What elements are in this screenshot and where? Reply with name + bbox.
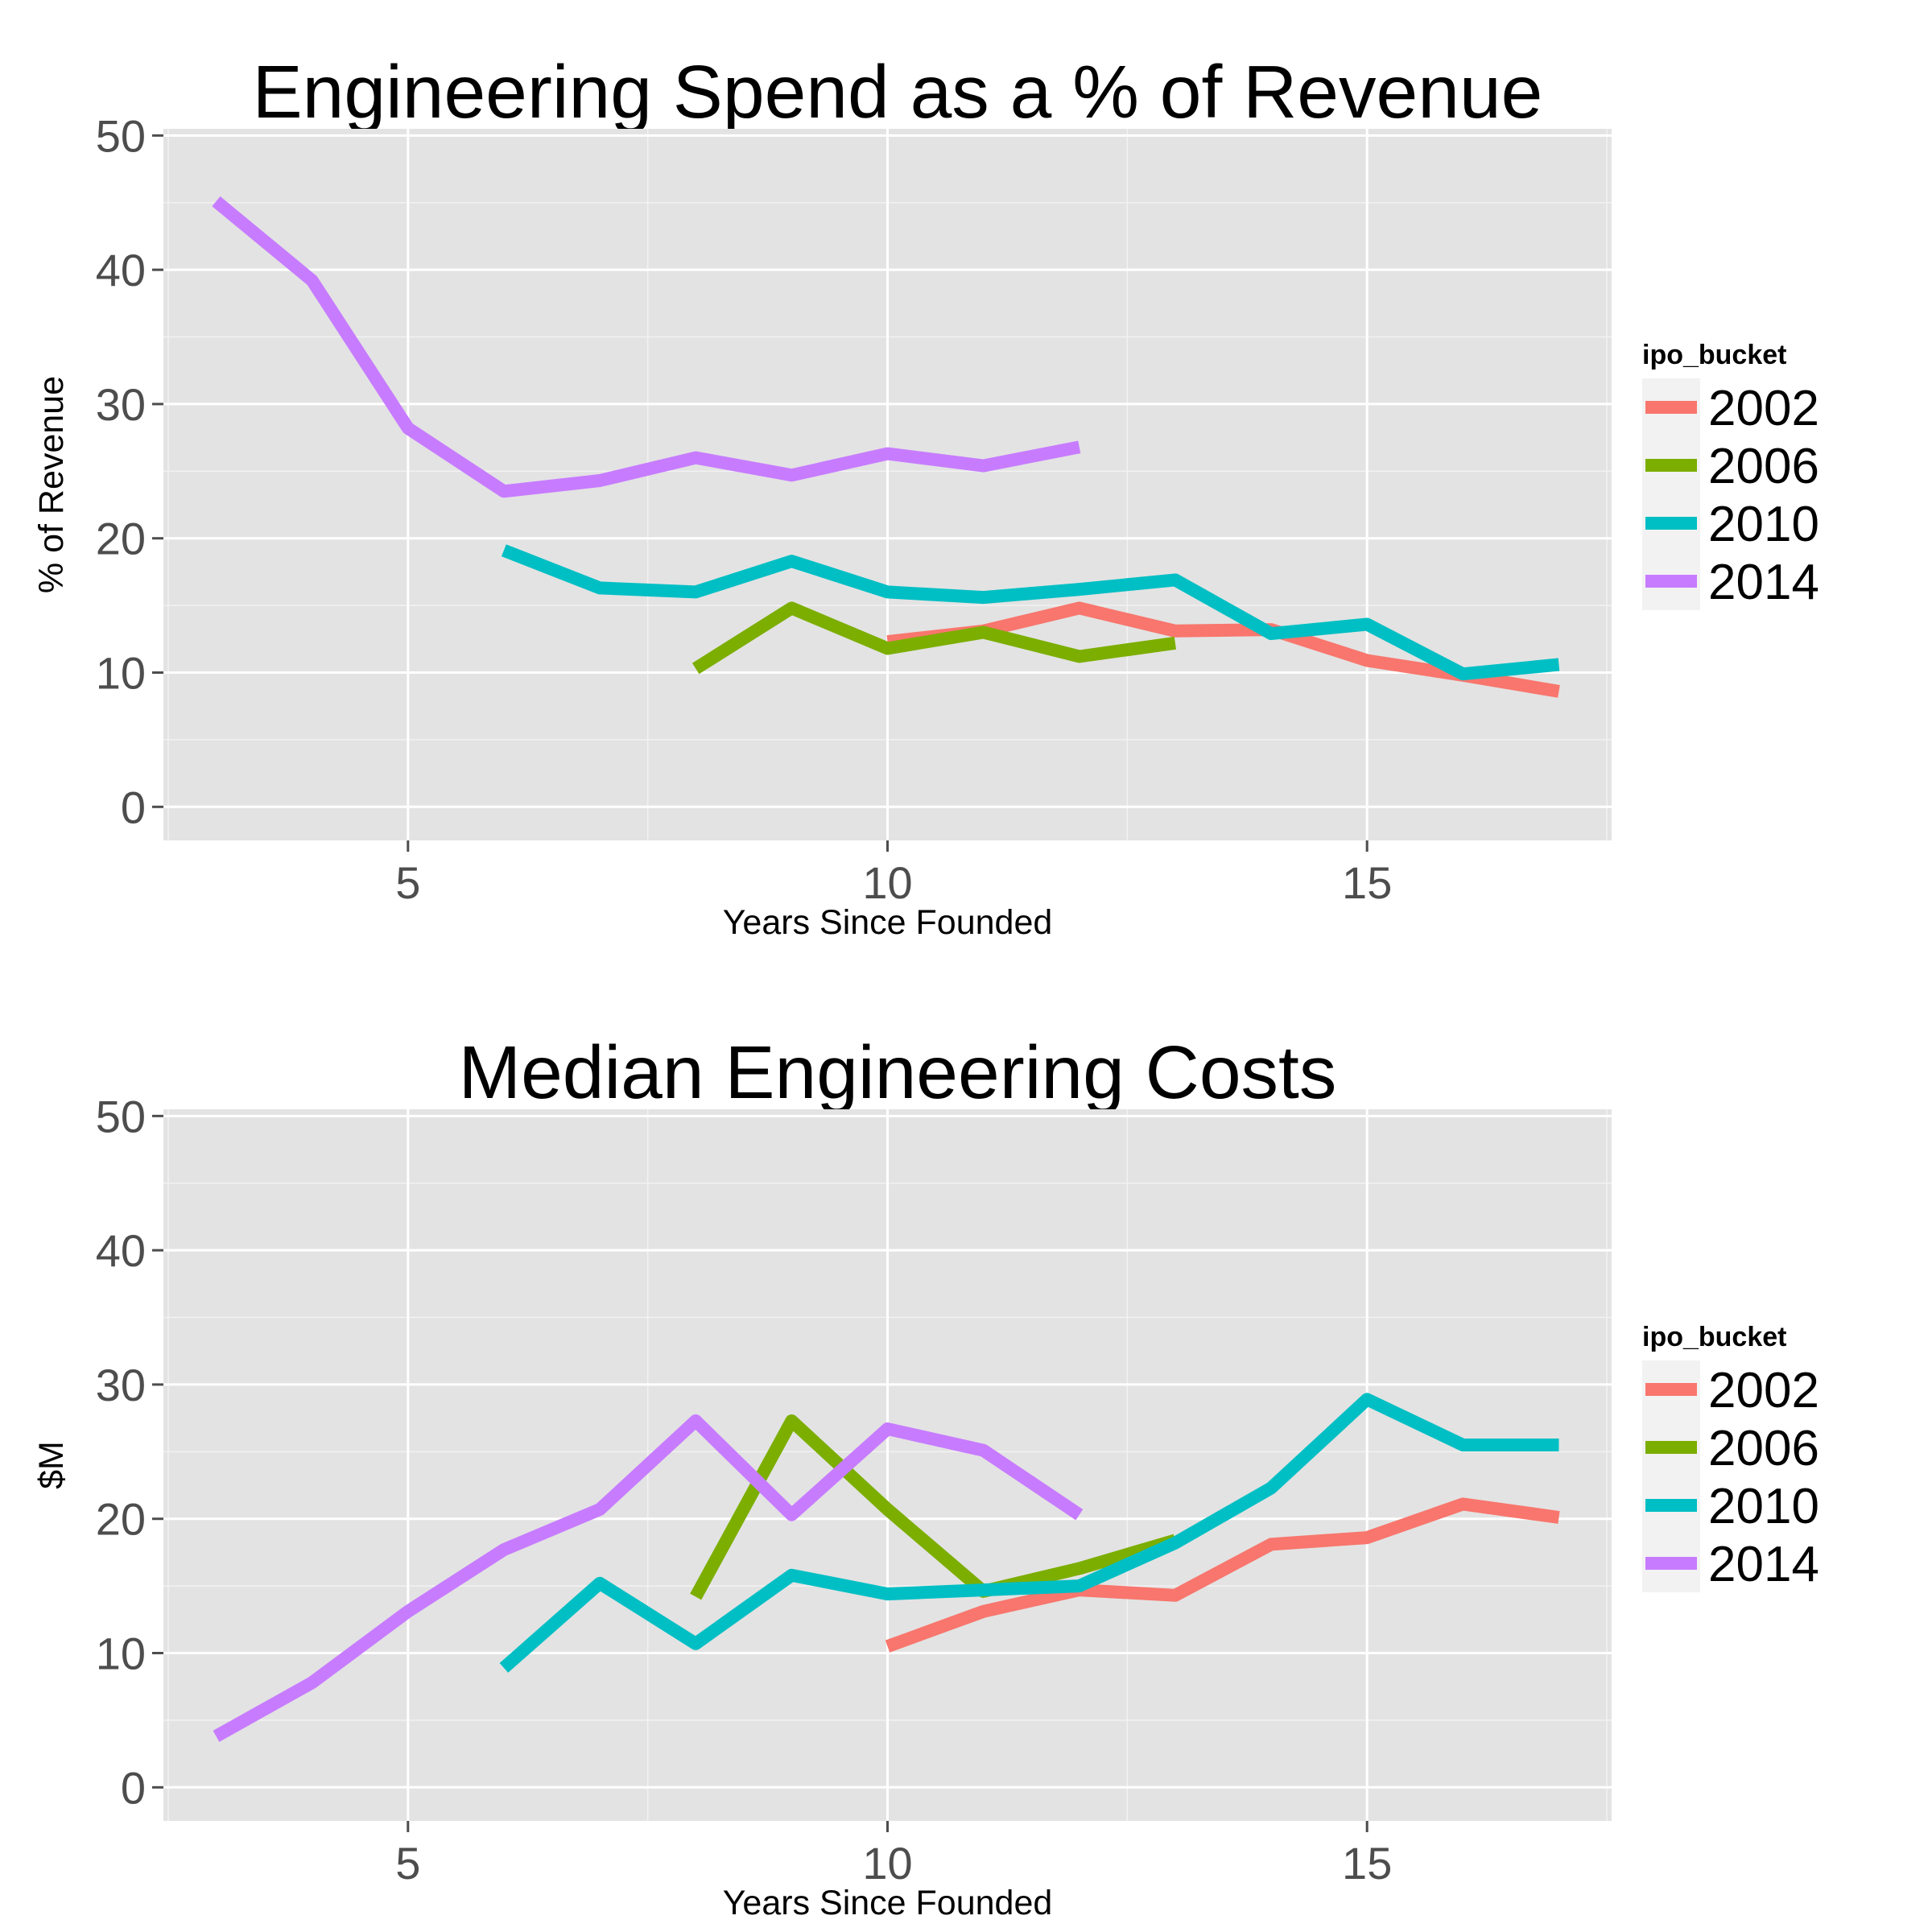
- y-tick-label: 40: [96, 1225, 146, 1276]
- chart-title: Engineering Spend as a % of Revenue: [253, 50, 1543, 134]
- series-line-2014: [212, 196, 1081, 498]
- x-tick-label: 15: [1342, 1838, 1392, 1889]
- y-tick-label: 20: [96, 1494, 146, 1545]
- legend-label-2010: 2010: [1708, 1479, 1819, 1534]
- y-tick-label: 40: [96, 245, 146, 295]
- legend-label-2002: 2002: [1708, 381, 1819, 436]
- legend-label-2014: 2014: [1708, 1537, 1819, 1592]
- y-tick-label: 30: [96, 379, 146, 430]
- x-tick-label: 5: [395, 1838, 420, 1889]
- series-line-2010: [501, 544, 1560, 681]
- y-tick-label: 50: [96, 110, 146, 161]
- legend-label-2014: 2014: [1708, 555, 1819, 610]
- x-tick-label: 10: [862, 1838, 912, 1889]
- legend-label-2010: 2010: [1708, 497, 1819, 552]
- chart-engineering-spend-pct: Engineering Spend as a % of Revenue 0 10 2…: [32, 50, 1819, 942]
- x-axis-title: Years Since Founded: [723, 903, 1053, 942]
- series-line-2002: [885, 1497, 1560, 1653]
- series-line-2014: [213, 1414, 1084, 1742]
- x-tick-label: 15: [1342, 857, 1392, 908]
- legend-label-2002: 2002: [1708, 1363, 1819, 1418]
- x-tick-label: 10: [862, 857, 912, 908]
- y-tick-label: 0: [121, 782, 146, 832]
- chart-title: Median Engineering Costs: [459, 1030, 1337, 1114]
- y-tick-label: 50: [96, 1091, 146, 1141]
- y-tick-label: 20: [96, 514, 146, 564]
- y-tick-label: 10: [96, 648, 146, 699]
- legend-label-2006: 2006: [1708, 439, 1819, 494]
- series-line-2006: [691, 601, 1177, 675]
- x-axis-title: Years Since Founded: [723, 1884, 1053, 1922]
- y-axis-title: % of Revenue: [32, 376, 71, 593]
- legend-title: ipo_bucket: [1642, 340, 1786, 370]
- chart-median-engineering-costs: Median Engineering Costs 0 10 20 30 40 50 5 10 1…: [32, 1030, 1819, 1922]
- legend-title: ipo_bucket: [1642, 1322, 1786, 1352]
- y-tick-label: 10: [96, 1629, 146, 1679]
- legend-label-2006: 2006: [1708, 1421, 1819, 1476]
- x-tick-label: 5: [395, 857, 420, 908]
- y-axis-title: $M: [32, 1441, 71, 1489]
- y-tick-label: 30: [96, 1360, 146, 1410]
- series-line-2006: [690, 1414, 1178, 1600]
- series-line-2010: [499, 1393, 1559, 1673]
- y-tick-label: 0: [121, 1762, 146, 1813]
